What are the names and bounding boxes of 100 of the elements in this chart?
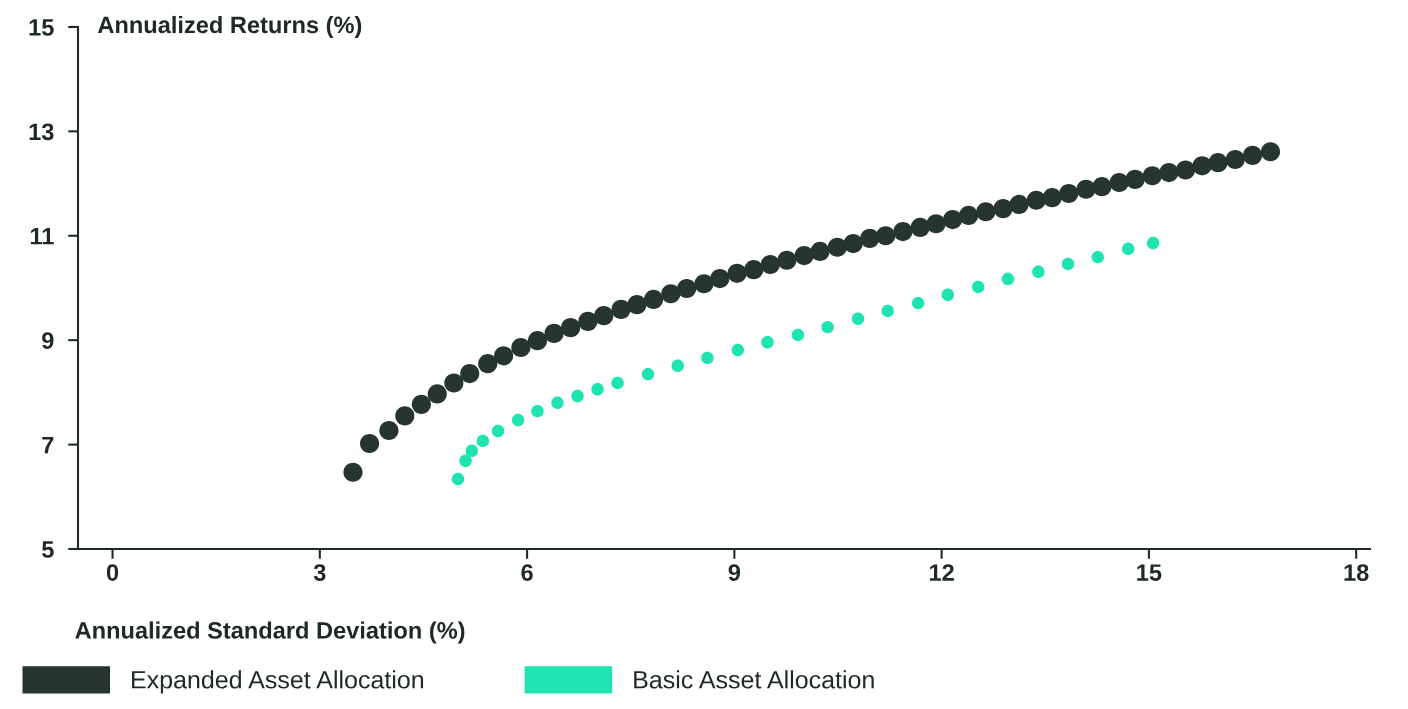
point bbox=[511, 413, 525, 427]
point bbox=[444, 373, 464, 393]
point bbox=[1042, 188, 1062, 208]
x-tick-label: 0 bbox=[106, 564, 119, 581]
point bbox=[731, 343, 745, 357]
y-tick-label: 15 bbox=[29, 19, 54, 36]
point bbox=[1121, 242, 1135, 256]
point bbox=[926, 214, 946, 234]
point bbox=[1192, 156, 1212, 176]
point bbox=[791, 328, 805, 342]
point bbox=[641, 367, 655, 381]
point bbox=[827, 237, 847, 257]
y-tick-label: 11 bbox=[30, 228, 54, 245]
point bbox=[893, 222, 913, 242]
point bbox=[561, 318, 581, 338]
point bbox=[578, 311, 598, 331]
point bbox=[727, 263, 747, 283]
point bbox=[941, 288, 955, 301]
point bbox=[1009, 194, 1029, 215]
point bbox=[427, 384, 447, 404]
point bbox=[531, 404, 544, 418]
point bbox=[1142, 166, 1162, 186]
point bbox=[661, 284, 681, 304]
x-tick-label: 3 bbox=[313, 564, 326, 581]
point bbox=[359, 433, 380, 454]
x-axis-title: Annualized Standard Deviation (%) bbox=[75, 621, 465, 644]
point bbox=[710, 268, 730, 289]
point bbox=[1091, 250, 1104, 264]
point bbox=[1225, 149, 1245, 170]
y-tick-label: 7 bbox=[42, 436, 54, 454]
point bbox=[1159, 163, 1179, 183]
point bbox=[959, 205, 979, 225]
point bbox=[411, 394, 431, 414]
point bbox=[760, 254, 780, 275]
x-tick-label: 15 bbox=[1137, 564, 1162, 581]
y-axis-title: Annualized Returns (%) bbox=[97, 15, 362, 38]
point bbox=[1208, 153, 1228, 173]
point bbox=[451, 472, 465, 486]
x-tick-label: 6 bbox=[521, 564, 533, 581]
point bbox=[527, 331, 548, 351]
point bbox=[810, 241, 830, 261]
point bbox=[777, 250, 797, 270]
point bbox=[643, 289, 664, 310]
point bbox=[976, 202, 996, 222]
point bbox=[611, 376, 624, 390]
point bbox=[1032, 265, 1045, 278]
y-tick-label: 13 bbox=[29, 123, 54, 141]
legend-label: Expanded Asset Allocation bbox=[132, 670, 424, 694]
point bbox=[701, 351, 714, 365]
point bbox=[379, 420, 399, 441]
point bbox=[761, 336, 774, 349]
point bbox=[1125, 169, 1145, 189]
point bbox=[860, 228, 880, 248]
point bbox=[821, 320, 834, 334]
point bbox=[881, 304, 894, 318]
point bbox=[343, 462, 363, 482]
point bbox=[611, 299, 631, 319]
point bbox=[744, 260, 764, 280]
point bbox=[571, 389, 584, 403]
point bbox=[494, 346, 514, 366]
point bbox=[1242, 145, 1263, 165]
point bbox=[459, 454, 472, 467]
point bbox=[1260, 142, 1281, 162]
point bbox=[594, 306, 614, 326]
point bbox=[671, 359, 684, 372]
legend-label: Basic Asset Allocation bbox=[634, 670, 874, 689]
point bbox=[1146, 236, 1160, 250]
point bbox=[843, 234, 863, 254]
point bbox=[910, 217, 930, 237]
point bbox=[794, 246, 814, 266]
point bbox=[911, 296, 925, 310]
point bbox=[851, 312, 865, 325]
x-tick-label: 12 bbox=[929, 564, 954, 581]
point bbox=[591, 383, 604, 396]
point bbox=[1059, 183, 1079, 204]
point bbox=[876, 226, 896, 246]
point bbox=[1109, 172, 1129, 193]
point bbox=[694, 274, 714, 294]
point bbox=[1061, 257, 1075, 271]
point bbox=[395, 406, 415, 426]
point bbox=[491, 424, 505, 438]
point bbox=[993, 199, 1013, 219]
point bbox=[511, 337, 531, 358]
point bbox=[1175, 160, 1196, 180]
x-tick-label: 18 bbox=[1344, 564, 1369, 581]
point bbox=[478, 354, 498, 374]
y-tick-label: 5 bbox=[41, 541, 54, 558]
point bbox=[465, 444, 479, 458]
x-tick-label: 9 bbox=[728, 564, 741, 581]
y-tick-label: 9 bbox=[42, 332, 54, 349]
point bbox=[1001, 272, 1015, 286]
point bbox=[476, 434, 490, 448]
point bbox=[677, 278, 697, 299]
point bbox=[1076, 179, 1096, 199]
point bbox=[551, 396, 564, 410]
point bbox=[544, 323, 564, 343]
point bbox=[972, 280, 985, 294]
point bbox=[1026, 190, 1046, 210]
point bbox=[627, 295, 647, 315]
point bbox=[460, 364, 480, 384]
